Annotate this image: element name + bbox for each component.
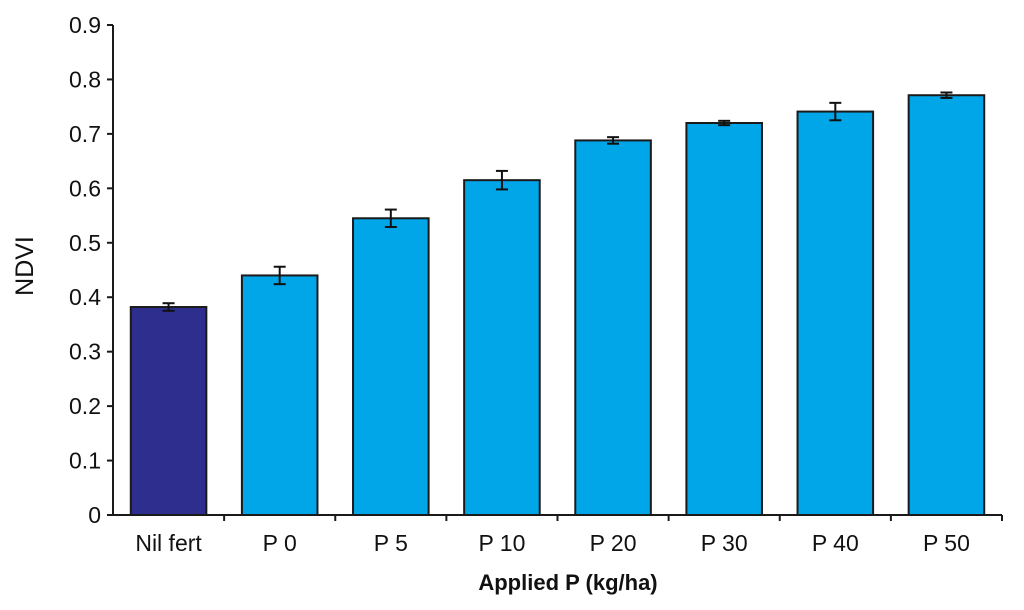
y-axis-label: NDVI [11,236,39,296]
x-tick-label: P 20 [590,530,637,556]
x-tick-label: P 10 [478,530,525,556]
y-tick-label: 0.3 [69,339,101,365]
y-axis: 0 0.1 0.2 0.3 0.4 0.5 0.6 0.7 0.8 0.9 [69,12,114,528]
x-axis: Nil fert P 0 P 5 P 10 P 20 P 30 P 40 P 50 [107,514,1003,556]
y-tick-label: 0.7 [69,121,101,147]
y-tick-label: 0.2 [69,393,101,419]
y-tick-label: 0.8 [69,66,101,92]
y-tick-label: 0.6 [69,175,101,201]
bar [796,110,875,516]
x-tick-label: P 50 [923,530,970,556]
bar [129,306,208,516]
bar [907,94,986,516]
y-tick-label: 0.1 [69,448,101,474]
x-tick-label: P 0 [263,530,297,556]
y-tick-label: 0.4 [69,284,101,310]
bars [129,91,986,517]
bar [574,139,652,517]
x-tick-label: P 5 [374,530,408,556]
x-tick-label: P 40 [812,530,859,556]
y-tick-label: 0.5 [69,230,101,256]
x-axis-label: Applied P (kg/ha) [478,570,657,595]
bar [352,217,430,516]
x-tick-label: P 30 [701,530,748,556]
bar [240,274,319,517]
bar [463,179,541,517]
x-tick-label: Nil fert [135,530,202,556]
y-tick-label: 0 [88,502,101,528]
bar [685,122,763,516]
y-tick-label: 0.9 [69,12,101,38]
